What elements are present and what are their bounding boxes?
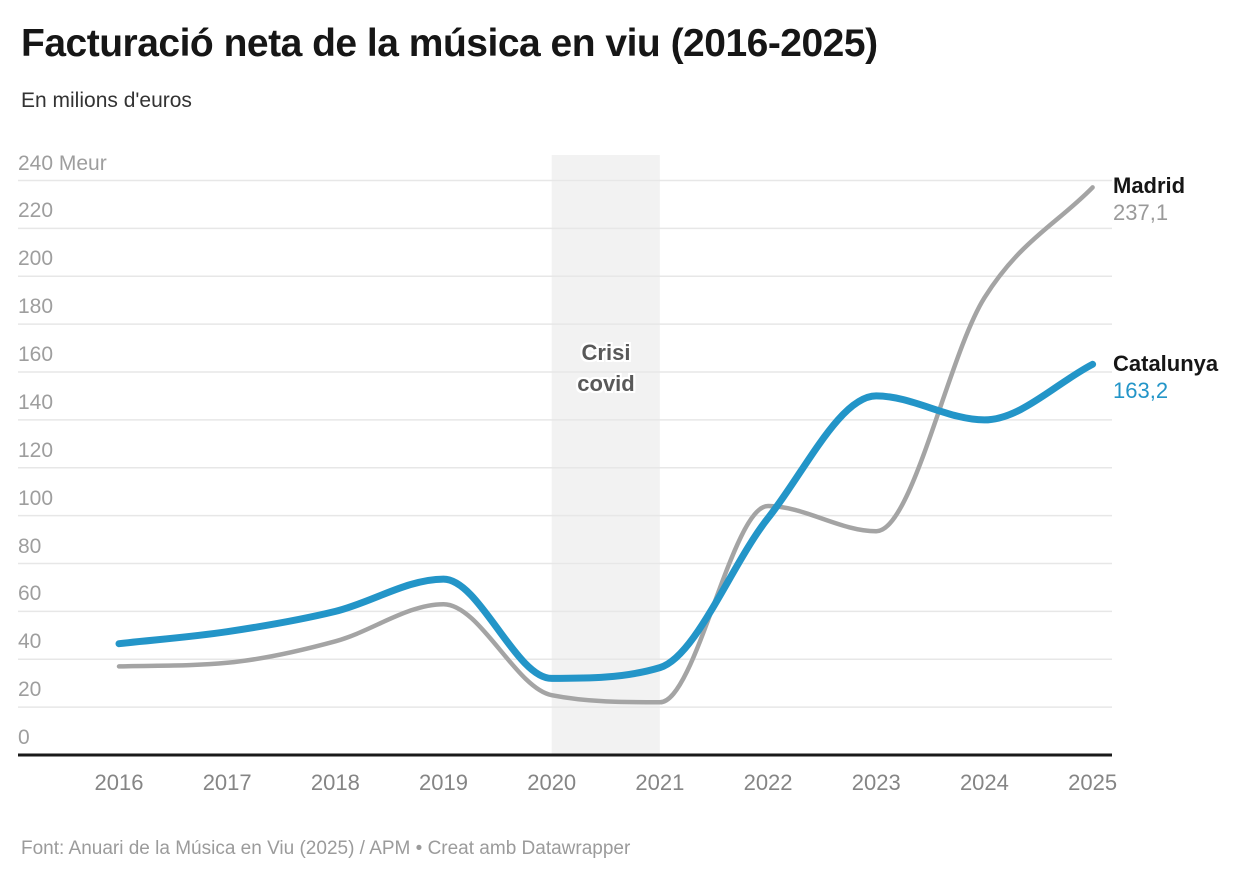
- y-tick-label: 240 Meur: [18, 151, 107, 175]
- y-tick-label: 80: [18, 534, 42, 558]
- x-tick-label: 2023: [851, 770, 901, 795]
- source-attribution: Font: Anuari de la Música en Viu (2025) …: [21, 838, 631, 859]
- series-label-madrid: Madrid: [1113, 173, 1186, 198]
- series-label-catalunya: Catalunya: [1113, 351, 1219, 376]
- y-tick-label: 140: [18, 390, 54, 414]
- chart-subtitle: En milions d'euros: [21, 89, 192, 112]
- x-tick-label: 2021: [635, 770, 685, 795]
- y-tick-label: 0: [18, 726, 30, 749]
- y-tick-label: 20: [18, 678, 42, 702]
- x-tick-label: 2018: [310, 770, 360, 795]
- y-tick-label: 200: [18, 247, 54, 271]
- covid-crisis-annotation: Crisi covid: [577, 340, 635, 396]
- x-tick-label: 2020: [527, 770, 577, 795]
- chart-title: Facturació neta de la música en viu (201…: [21, 22, 878, 65]
- y-tick-label: 100: [18, 486, 54, 510]
- y-tick-label: 120: [18, 438, 54, 462]
- covid-band: [551, 155, 660, 755]
- series-value-catalunya: 163,2: [1113, 378, 1169, 403]
- x-tick-label: 2025: [1068, 770, 1118, 795]
- y-tick-label: 180: [18, 295, 54, 319]
- series-line-catalunya: [115, 360, 1097, 682]
- y-tick-label: 220: [18, 199, 54, 223]
- y-tick-label: 160: [18, 343, 54, 366]
- y-tick-label: 40: [18, 630, 42, 654]
- series-value-madrid: 237,1: [1113, 200, 1169, 225]
- x-tick-label: 2019: [419, 770, 468, 795]
- x-tick-label: 2024: [959, 770, 1009, 795]
- series-line-madrid: [116, 185, 1095, 705]
- x-tick-label: 2016: [94, 770, 144, 795]
- x-tick-label: 2022: [743, 770, 793, 795]
- y-tick-label: 60: [18, 582, 42, 606]
- x-tick-label: 2017: [202, 770, 252, 795]
